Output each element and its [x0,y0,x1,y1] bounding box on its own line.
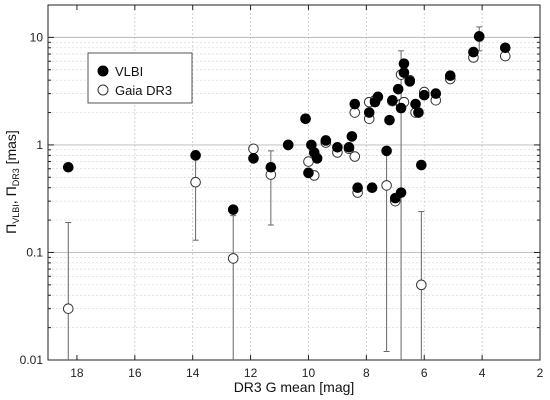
legend-label-vlbi: VLBI [115,64,143,79]
vlbi-point [372,91,384,103]
vlbi-point [311,153,323,164]
vlbi-point [387,94,398,106]
vlbi-point [395,102,407,114]
vlbi-point [416,159,427,171]
vlbi-point [363,107,375,118]
y-tick-label: 1 [36,138,43,152]
y-axis-title-unit: [mas] [3,130,19,168]
legend: VLBI Gaia DR3 [87,52,193,104]
y-axis-title-sub2: DR3 [11,168,21,186]
x-tick-label: 16 [128,366,142,380]
vlbi-point [499,42,511,54]
gaia-dr3-point [349,151,361,162]
y-tick-label: 10 [30,30,44,44]
vlbi-point [62,161,74,173]
legend-marker-gaia [97,84,109,96]
vlbi-point [343,142,355,153]
vlbi-point [265,161,277,173]
gaia-dr3-point [381,180,392,191]
gaia-dr3-point [227,253,239,264]
vlbi-point [332,142,343,153]
vlbi-series [62,31,511,215]
axis-ticks: 18 16 14 12 10 8 6 4 2 0.01 0.1 1 10 [20,4,544,380]
vlbi-point [300,113,311,125]
legend-marker-vlbi [97,65,109,77]
y-tick-label: 0.01 [20,353,44,367]
vlbi-point [227,204,239,215]
y-tick-label: 0.1 [26,245,43,259]
x-tick-label: 12 [244,366,258,380]
x-tick-label: 14 [186,366,200,380]
vlbi-point [473,31,485,42]
vlbi-point [398,58,410,69]
x-tick-label: 8 [363,366,370,380]
vlbi-point [384,114,395,126]
vlbi-point [413,107,424,118]
x-tick-label: 18 [70,366,84,380]
y-axis-title-sub1: VLBI [11,204,21,224]
y-axis-title-sep: , Π [3,186,19,204]
vlbi-point [444,70,456,82]
gaia-dr3-point [248,143,259,155]
vlbi-point [468,46,479,58]
y-axis-title: ΠVLBI, ΠDR3 [mas] [3,130,21,234]
vlbi-point [381,145,392,157]
vlbi-point [320,135,332,146]
vlbi-point [190,150,201,161]
x-tick-label: 6 [421,366,428,380]
x-tick-label: 2 [537,366,544,380]
vlbi-point [392,83,404,95]
vlbi-point [418,89,430,101]
vlbi-point [395,187,407,198]
vlbi-point [303,167,314,179]
y-axis-title-main: Π [3,224,19,234]
vlbi-point [352,182,363,194]
gaia-dr3-point [416,279,427,291]
vlbi-point [346,131,358,142]
gaia-dr3-point [303,156,314,167]
gaia-dr3-point [62,303,74,314]
x-axis-title: DR3 G mean [mag] [234,379,355,395]
vlbi-point [349,98,361,110]
vlbi-point [282,139,294,151]
vlbi-point [430,88,442,99]
x-tick-label: 10 [302,366,316,380]
plot-area-frame [47,4,541,361]
x-tick-label: 4 [479,366,486,380]
vlbi-point [366,182,378,194]
vlbi-point [398,67,410,78]
vlbi-point [404,76,416,87]
gaia-dr3-point [190,176,201,188]
vlbi-point [248,153,259,164]
legend-label-gaia: Gaia DR3 [115,83,172,98]
